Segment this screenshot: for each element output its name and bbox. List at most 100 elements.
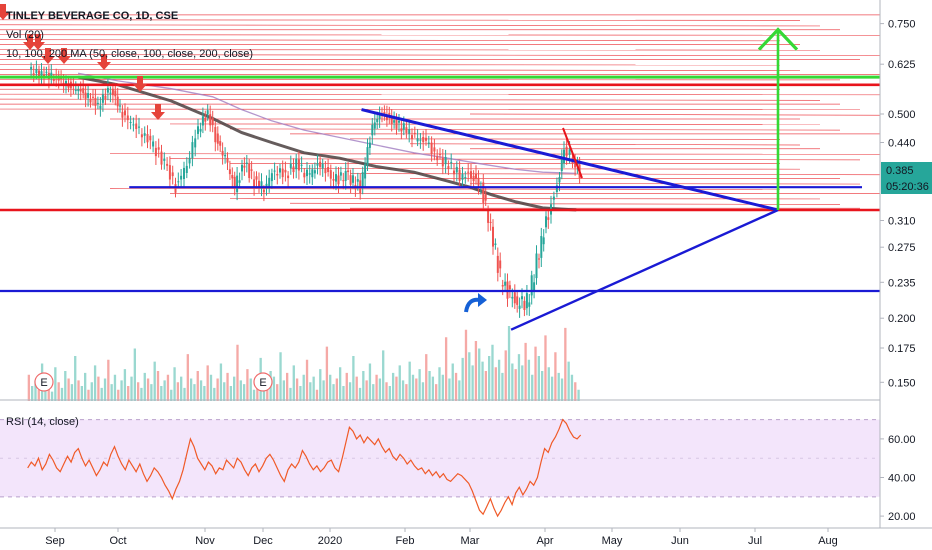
candle-body xyxy=(393,120,396,123)
volume-bar xyxy=(50,391,54,402)
earnings-label: E xyxy=(259,377,266,389)
volume-bar xyxy=(140,387,143,402)
candle-body xyxy=(521,296,523,300)
candle-body xyxy=(221,150,224,156)
volume-bar xyxy=(166,374,170,401)
volume-bar xyxy=(540,371,544,401)
sell-arrow-stem xyxy=(61,48,67,56)
volume-bar xyxy=(451,363,454,401)
volume-bar xyxy=(411,374,415,401)
last-price-badge: 0.385 05:20:36 xyxy=(881,162,932,194)
volume-bar xyxy=(183,387,186,402)
candle-body xyxy=(124,110,126,116)
volume-bar xyxy=(252,389,256,401)
volume-bar xyxy=(567,361,570,402)
volume-bar xyxy=(153,361,156,402)
candle-body xyxy=(295,158,298,170)
candle-body xyxy=(538,258,540,260)
candle-body xyxy=(349,175,352,185)
resistance-line xyxy=(469,113,881,116)
candle-body xyxy=(388,112,391,115)
volume-bar xyxy=(302,374,305,401)
candle-body xyxy=(545,216,547,228)
sell-arrow-stem xyxy=(45,48,51,56)
volume-bar xyxy=(355,376,358,402)
candle-body xyxy=(92,96,94,98)
volume-bar xyxy=(97,376,100,402)
candle-body xyxy=(270,173,273,182)
candle-body xyxy=(241,164,243,172)
candle-body xyxy=(324,168,327,174)
candle-body xyxy=(504,281,507,286)
candle-body xyxy=(99,105,102,109)
candle-body xyxy=(126,115,129,121)
resistance-line xyxy=(169,158,861,161)
candle-body xyxy=(533,282,536,292)
drawings[interactable] xyxy=(0,4,880,331)
time-tick-label: Jun xyxy=(671,535,689,547)
earnings-marker-1[interactable]: E xyxy=(34,372,54,392)
sell-arrow-tip xyxy=(97,62,111,70)
descending-trendline xyxy=(361,108,779,212)
volume-bar xyxy=(461,357,464,402)
candle-body xyxy=(385,114,388,121)
volume-bar xyxy=(348,382,352,401)
volume-bar xyxy=(458,380,461,402)
candle-body xyxy=(542,237,545,245)
candle-body xyxy=(376,119,379,123)
candle-body xyxy=(292,166,295,173)
sell-arrow-tip xyxy=(133,84,147,92)
candle-body xyxy=(233,176,236,188)
volume-bar xyxy=(484,371,488,401)
earnings-marker-2[interactable]: E xyxy=(253,372,273,392)
volume-bar xyxy=(421,382,425,401)
resistance-line xyxy=(349,173,881,176)
volume-bar xyxy=(186,354,189,402)
volume-bar xyxy=(242,384,246,402)
candle-body xyxy=(383,112,386,115)
resistance-line xyxy=(109,153,881,155)
candle-body xyxy=(441,157,444,167)
candle-body xyxy=(260,181,263,188)
volume-bar xyxy=(289,387,292,402)
volume-bar xyxy=(130,376,133,402)
volume-bar xyxy=(441,374,444,401)
candle-body xyxy=(106,87,109,93)
candle-body xyxy=(149,135,152,141)
candle-body xyxy=(248,163,251,178)
candle-body xyxy=(96,102,99,104)
resistance-line xyxy=(0,39,781,42)
volume-bar xyxy=(372,384,375,402)
candle-body xyxy=(154,147,157,157)
volume-bar xyxy=(127,386,130,401)
last-price-value: 0.385 xyxy=(886,165,914,177)
volume-bar xyxy=(382,350,385,402)
candle-body xyxy=(332,179,335,181)
volume-bar xyxy=(481,361,484,402)
candle-body xyxy=(472,175,475,182)
resistance-line xyxy=(169,123,821,125)
volume-bar xyxy=(474,341,478,401)
candle-body xyxy=(390,116,393,125)
volume-bar xyxy=(501,372,504,402)
volume-bar xyxy=(31,386,34,401)
candle-body xyxy=(494,243,497,245)
volume-bar xyxy=(514,369,517,402)
ma100-line xyxy=(77,72,577,175)
volume-bar xyxy=(299,386,302,401)
rsi-line xyxy=(27,418,582,518)
candle-body xyxy=(461,174,464,180)
volume-bar xyxy=(107,359,110,401)
candle-body xyxy=(470,171,472,179)
candle-body xyxy=(402,123,405,130)
candle-body xyxy=(308,173,311,175)
volume-bar xyxy=(239,380,242,402)
legend: TINLEY BEVERAGE CO, 1D, CSE Vol (20) 10,… xyxy=(6,10,253,428)
candle-body xyxy=(163,158,166,161)
volume-bar xyxy=(27,374,31,401)
volume-bar xyxy=(37,389,40,401)
volume-bar xyxy=(478,348,481,401)
candle-body xyxy=(335,174,337,182)
earnings-circle xyxy=(34,372,54,392)
